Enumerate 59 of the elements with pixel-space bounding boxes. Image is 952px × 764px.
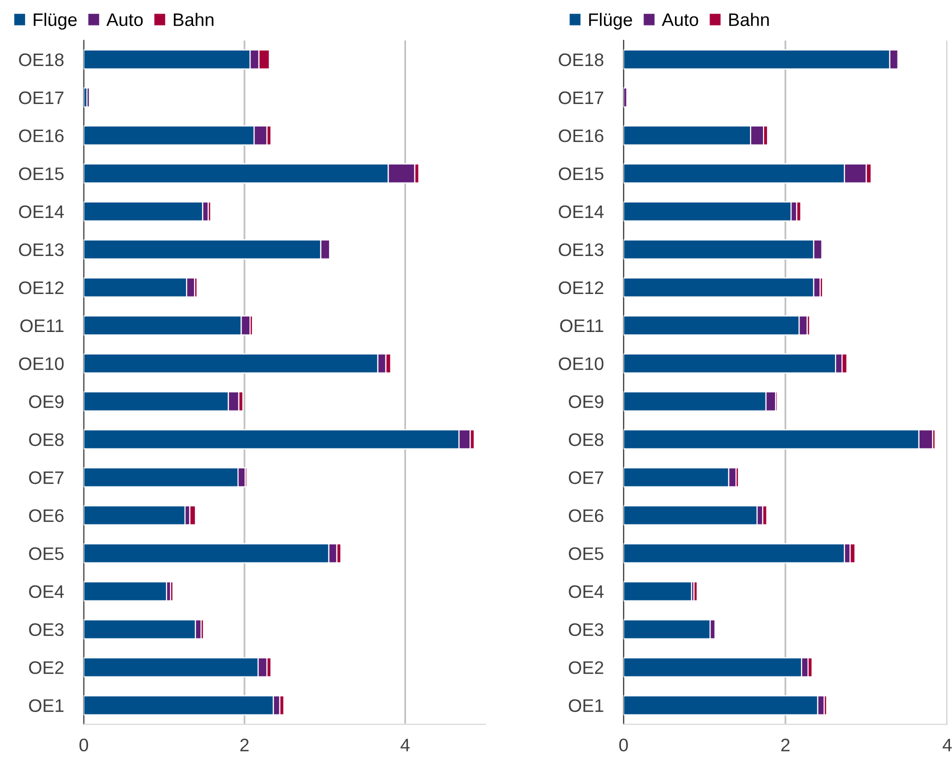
legend-label: Auto bbox=[662, 13, 698, 26]
bar bbox=[624, 201, 792, 222]
y-tick-label: OE7 bbox=[29, 471, 64, 484]
y-tick-label: OE12 bbox=[558, 281, 604, 294]
y-tick-label: OE8 bbox=[568, 433, 604, 446]
y-tick-label: OE6 bbox=[29, 509, 64, 522]
x-tick-label: 0 bbox=[79, 738, 88, 752]
y-tick-label: OE10 bbox=[19, 357, 64, 370]
bar bbox=[86, 87, 90, 108]
legend-label: Auto bbox=[106, 13, 143, 26]
y-tick-label: OE11 bbox=[20, 319, 64, 332]
y-tick-label: OE3 bbox=[568, 623, 604, 636]
x-tick-label: 2 bbox=[240, 738, 249, 752]
y-tick-label: OE2 bbox=[568, 661, 604, 674]
y-tick-label: OE13 bbox=[558, 243, 604, 256]
bar bbox=[624, 87, 628, 108]
y-tick-label: OE8 bbox=[29, 433, 64, 446]
legend-label: Bahn bbox=[174, 12, 214, 26]
legend-label: Flüge bbox=[589, 12, 632, 30]
bar bbox=[84, 619, 196, 640]
y-tick-label: OE5 bbox=[568, 547, 604, 560]
y-tick-label: OE17 bbox=[558, 91, 604, 104]
bar bbox=[693, 581, 698, 602]
y-tick-label: OE14 bbox=[558, 205, 604, 218]
y-tick-label: OE16 bbox=[19, 129, 64, 142]
y-tick-label: OE16 bbox=[558, 129, 604, 142]
y-tick-label: OE4 bbox=[29, 585, 64, 598]
bar bbox=[624, 505, 758, 526]
y-tick-label: OE4 bbox=[568, 585, 604, 598]
y-tick-label: OE9 bbox=[29, 395, 64, 408]
bar bbox=[624, 543, 846, 564]
x-tick-label: 4 bbox=[942, 738, 952, 752]
y-tick-label: OE18 bbox=[19, 53, 64, 66]
y-tick-label: OE17 bbox=[19, 91, 64, 104]
y-tick-label: OE1 bbox=[29, 699, 64, 712]
legend-label: Flüge bbox=[34, 12, 77, 30]
y-tick-label: OE14 bbox=[19, 205, 64, 218]
y-tick-label: OE9 bbox=[568, 395, 604, 408]
legend-label: Bahn bbox=[729, 12, 769, 26]
x-tick-label: 2 bbox=[781, 738, 790, 752]
y-tick-label: OE5 bbox=[29, 547, 64, 560]
y-tick-label: OE1 bbox=[568, 699, 604, 712]
y-tick-label: OE18 bbox=[558, 53, 604, 66]
y-tick-label: OE15 bbox=[558, 167, 604, 180]
y-tick-label: OE7 bbox=[568, 471, 604, 484]
x-tick-label: 0 bbox=[619, 738, 628, 752]
bar bbox=[84, 505, 186, 526]
bar bbox=[624, 581, 692, 602]
bar bbox=[84, 581, 168, 602]
y-tick-label: OE2 bbox=[29, 661, 64, 674]
y-tick-label: OE11 bbox=[560, 319, 604, 332]
y-tick-label: OE13 bbox=[19, 243, 64, 256]
x-tick-label: 4 bbox=[400, 738, 410, 752]
y-tick-label: OE6 bbox=[568, 509, 604, 522]
bar bbox=[170, 581, 174, 602]
y-tick-label: OE12 bbox=[19, 281, 64, 294]
y-tick-label: OE3 bbox=[29, 623, 64, 636]
y-tick-label: OE10 bbox=[558, 357, 604, 370]
y-tick-label: OE15 bbox=[19, 167, 64, 180]
